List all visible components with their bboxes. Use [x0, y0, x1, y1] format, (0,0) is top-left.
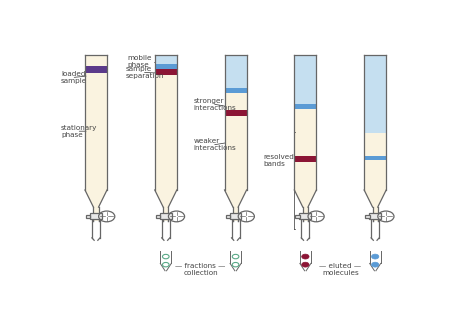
Bar: [225, 88, 246, 93]
Bar: [90, 213, 102, 219]
Bar: [233, 207, 238, 221]
Polygon shape: [225, 190, 246, 207]
Text: weaker
interactions: weaker interactions: [193, 138, 236, 151]
Bar: [156, 215, 160, 218]
Bar: [93, 207, 99, 221]
Bar: [160, 213, 172, 219]
Bar: [364, 156, 386, 160]
Text: stationary
phase: stationary phase: [61, 125, 98, 138]
Bar: [365, 215, 370, 218]
Bar: [300, 251, 311, 263]
Bar: [364, 55, 386, 134]
Bar: [226, 215, 230, 218]
Bar: [155, 69, 177, 75]
Polygon shape: [364, 190, 386, 207]
Polygon shape: [155, 190, 177, 207]
Bar: [295, 215, 300, 218]
Polygon shape: [300, 263, 311, 271]
Bar: [364, 55, 386, 190]
Bar: [225, 55, 246, 190]
Polygon shape: [294, 190, 317, 207]
Bar: [225, 55, 246, 88]
Text: — eluted —
molecules: — eluted — molecules: [319, 263, 361, 276]
Text: stronger
interactions: stronger interactions: [193, 98, 236, 111]
Circle shape: [232, 262, 239, 267]
Circle shape: [372, 262, 379, 267]
Bar: [303, 207, 308, 221]
Bar: [155, 55, 177, 66]
Bar: [86, 215, 91, 218]
Circle shape: [372, 254, 379, 259]
Text: mobile
phase: mobile phase: [127, 55, 155, 68]
Bar: [85, 55, 107, 190]
Bar: [294, 156, 317, 162]
Polygon shape: [370, 263, 381, 271]
Circle shape: [163, 262, 169, 267]
Circle shape: [232, 254, 239, 259]
Bar: [294, 55, 317, 109]
Bar: [294, 104, 317, 109]
Circle shape: [301, 254, 309, 259]
Polygon shape: [85, 190, 107, 207]
Text: resolved
bands: resolved bands: [263, 154, 294, 167]
Bar: [294, 55, 317, 190]
Bar: [155, 55, 177, 190]
Bar: [163, 207, 168, 221]
Bar: [85, 66, 107, 73]
Bar: [369, 213, 381, 219]
Bar: [300, 213, 311, 219]
Polygon shape: [230, 263, 241, 271]
Text: — fractions —
collection: — fractions — collection: [175, 263, 226, 276]
Bar: [225, 110, 246, 116]
Text: loaded
sample: loaded sample: [61, 71, 87, 84]
Text: sample
separation: sample separation: [125, 66, 164, 79]
Polygon shape: [160, 263, 171, 271]
Circle shape: [163, 254, 169, 259]
Circle shape: [301, 262, 309, 267]
Bar: [370, 251, 381, 263]
Bar: [160, 251, 171, 263]
Bar: [230, 251, 241, 263]
Bar: [373, 207, 378, 221]
Bar: [230, 213, 241, 219]
Bar: [155, 64, 177, 69]
